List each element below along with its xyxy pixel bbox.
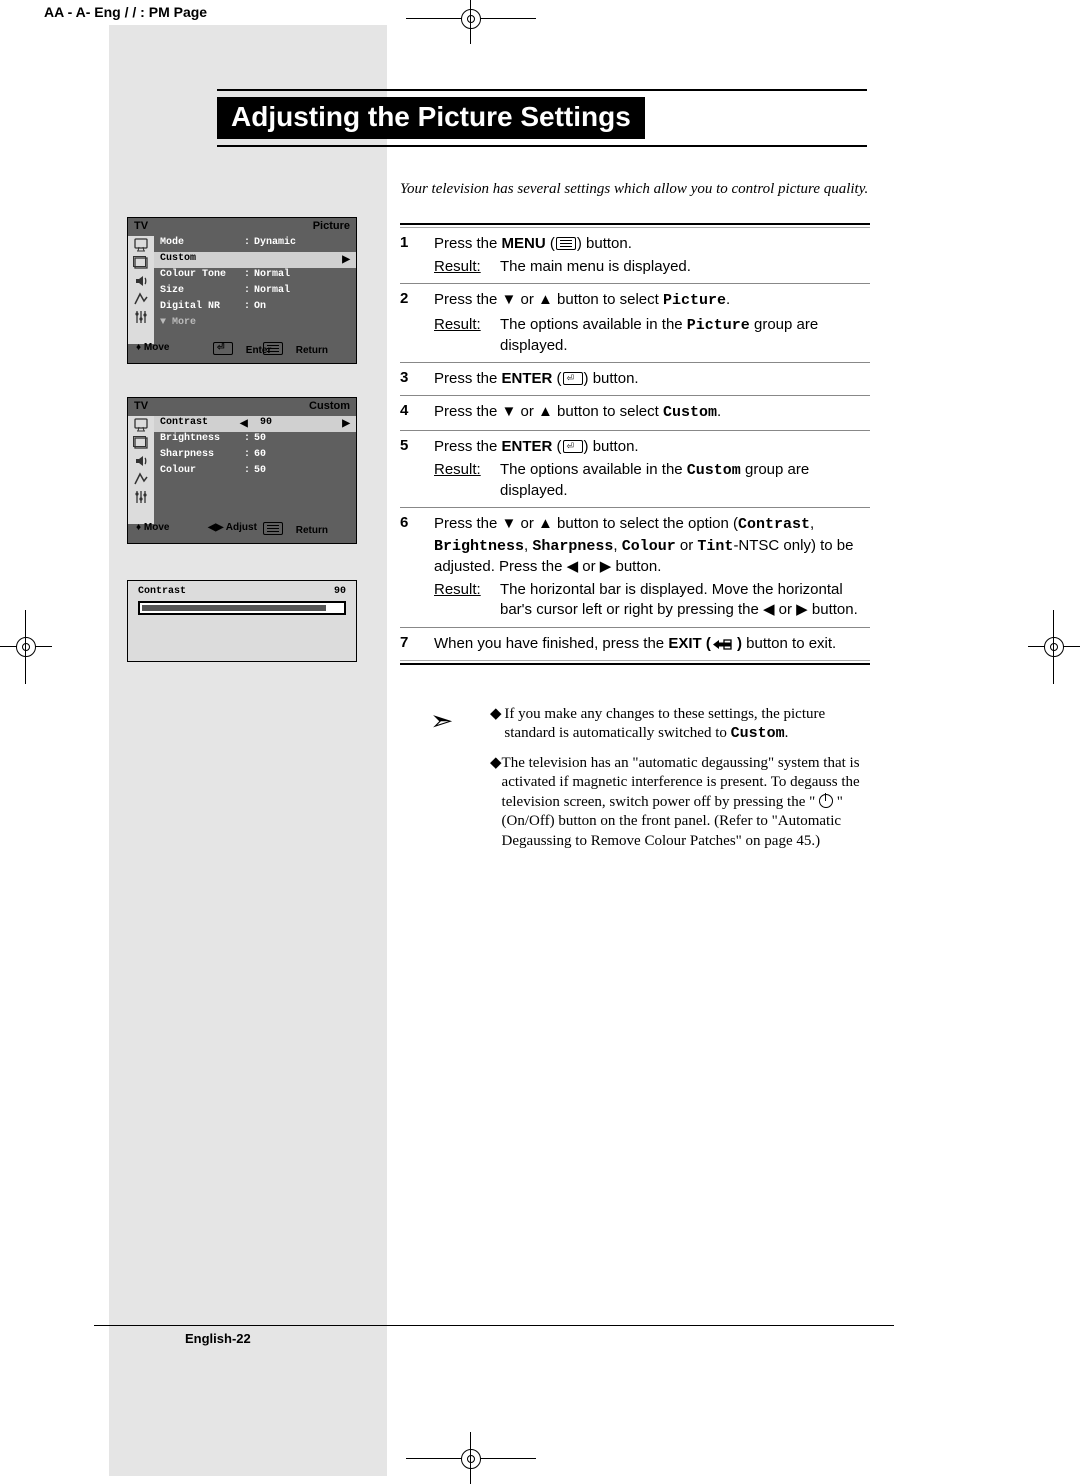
osd-row: Sharpness:60 bbox=[154, 448, 356, 464]
sound-icon bbox=[128, 452, 154, 470]
step: 7When you have finished, press the EXIT … bbox=[400, 628, 870, 660]
result-label: Result: bbox=[434, 257, 500, 277]
page-title: Adjusting the Picture Settings bbox=[217, 97, 645, 139]
result-text: The options available in the Custom grou… bbox=[500, 460, 870, 502]
step-text: Press the ▼ or ▲ button to select Custom… bbox=[434, 403, 721, 420]
osd-row: ▼ More bbox=[154, 316, 356, 332]
move-hint: ♦ Move bbox=[136, 342, 179, 353]
osd-row: Size:Normal bbox=[154, 284, 356, 300]
osd-sidebar-icons bbox=[128, 236, 154, 344]
adjust-hint: ◀▶ Adjust bbox=[208, 522, 267, 533]
step-number: 6 bbox=[400, 514, 434, 620]
result-label: Result: bbox=[434, 460, 500, 502]
step-number: 5 bbox=[400, 437, 434, 502]
osd-footer: ♦ Move Enter Return bbox=[128, 339, 356, 363]
step-text: Press the MENU () button. bbox=[434, 235, 632, 252]
osd-row: Colour:50 bbox=[154, 464, 356, 480]
osd-header: TV Custom bbox=[128, 398, 356, 416]
result-text: The main menu is displayed. bbox=[500, 257, 870, 277]
slider-track bbox=[138, 601, 346, 615]
channel-icon bbox=[128, 290, 154, 308]
note-item: ◆The television has an "automatic degaus… bbox=[490, 754, 870, 852]
osd-tv-label: TV bbox=[134, 220, 148, 232]
sidebar-column: TV Picture Mode:DynamicCustom▶Colour Ton… bbox=[109, 25, 387, 1476]
osd-row: Digital NR:On bbox=[154, 300, 356, 316]
step: 3Press the ENTER () button. bbox=[400, 363, 870, 395]
step-text: Press the ENTER () button. bbox=[434, 438, 639, 455]
osd-row: Brightness:50 bbox=[154, 432, 356, 448]
setup-icon bbox=[128, 308, 154, 326]
step: 4Press the ▼ or ▲ button to select Custo… bbox=[400, 396, 870, 429]
osd-row: Colour Tone:Normal bbox=[154, 268, 356, 284]
step: 2Press the ▼ or ▲ button to select Pictu… bbox=[400, 284, 870, 362]
osd-heading: Picture bbox=[313, 220, 350, 232]
diamond-bullet-icon: ◆ bbox=[490, 705, 504, 744]
osd-header: TV Picture bbox=[128, 218, 356, 236]
osd-body: Contrast◀90▶Brightness:50Sharpness:60Col… bbox=[154, 416, 356, 480]
step-number: 2 bbox=[400, 290, 434, 356]
tv-icon bbox=[128, 416, 154, 434]
diamond-bullet-icon: ◆ bbox=[490, 754, 502, 852]
osd-custom-menu: TV Custom Contrast◀90▶Brightness:50Sharp… bbox=[127, 397, 357, 544]
slider-fill bbox=[142, 605, 326, 611]
intro-text: Your television has several settings whi… bbox=[400, 180, 870, 199]
notes-block: ➣ ◆If you make any changes to these sett… bbox=[400, 705, 870, 862]
note-arrow-icon: ➣ bbox=[400, 705, 490, 862]
setup-icon bbox=[128, 488, 154, 506]
step: 1Press the MENU () button. Result:The mai… bbox=[400, 228, 870, 284]
crop-mark-left bbox=[0, 630, 52, 664]
osd-heading: Custom bbox=[309, 400, 350, 412]
channel-icon bbox=[128, 470, 154, 488]
crop-mark-bottom bbox=[406, 1446, 536, 1472]
tv-icon bbox=[128, 236, 154, 254]
crop-mark-right bbox=[1028, 630, 1080, 664]
sound-icon bbox=[128, 272, 154, 290]
picture-icon bbox=[128, 434, 154, 452]
step-text: When you have finished, press the EXIT (… bbox=[434, 635, 836, 652]
slider-label: Contrast bbox=[138, 586, 186, 597]
result-label: Result: bbox=[434, 315, 500, 357]
crop-mark-top bbox=[406, 6, 536, 32]
note-text: If you make any changes to these setting… bbox=[504, 705, 870, 744]
note-text: The television has an "automatic degauss… bbox=[502, 754, 870, 852]
footer-rule bbox=[94, 1325, 894, 1326]
main-content: Your television has several settings whi… bbox=[400, 180, 870, 861]
osd-row: Contrast◀90▶ bbox=[154, 416, 356, 432]
result-label: Result: bbox=[434, 580, 500, 621]
move-hint: ♦ Move bbox=[136, 522, 179, 533]
page-header: AA - A- Eng / / : PM Page bbox=[44, 4, 1040, 20]
result-text: The options available in the Picture gro… bbox=[500, 315, 870, 357]
osd-body: Mode:DynamicCustom▶Colour Tone:NormalSiz… bbox=[154, 236, 356, 332]
page-number: English-22 bbox=[185, 1331, 251, 1346]
note-item: ◆If you make any changes to these settin… bbox=[490, 705, 870, 744]
title-bar: Adjusting the Picture Settings bbox=[217, 87, 867, 149]
osd-row: Mode:Dynamic bbox=[154, 236, 356, 252]
return-hint: Return bbox=[262, 342, 338, 356]
step-number: 1 bbox=[400, 234, 434, 278]
result-text: The horizontal bar is displayed. Move th… bbox=[500, 580, 870, 621]
step-number: 7 bbox=[400, 634, 434, 654]
osd-row: Custom▶ bbox=[154, 252, 356, 268]
osd-footer: ♦ Move ◀▶ Adjust Return bbox=[128, 519, 356, 543]
osd-slider: Contrast 90 bbox=[127, 580, 357, 662]
osd-sidebar-icons bbox=[128, 416, 154, 524]
step-text: Press the ▼ or ▲ button to select the op… bbox=[434, 515, 853, 575]
step-number: 3 bbox=[400, 369, 434, 389]
step-text: Press the ENTER () button. bbox=[434, 370, 639, 387]
slider-value: 90 bbox=[334, 586, 346, 597]
step: 6Press the ▼ or ▲ button to select the o… bbox=[400, 508, 870, 626]
osd-picture-menu: TV Picture Mode:DynamicCustom▶Colour Ton… bbox=[127, 217, 357, 364]
step-text: Press the ▼ or ▲ button to select Pictur… bbox=[434, 291, 730, 308]
picture-icon bbox=[128, 254, 154, 272]
step-number: 4 bbox=[400, 402, 434, 423]
return-hint: Return bbox=[262, 522, 338, 536]
step: 5Press the ENTER () button. Result:The op… bbox=[400, 431, 870, 508]
osd-tv-label: TV bbox=[134, 400, 148, 412]
